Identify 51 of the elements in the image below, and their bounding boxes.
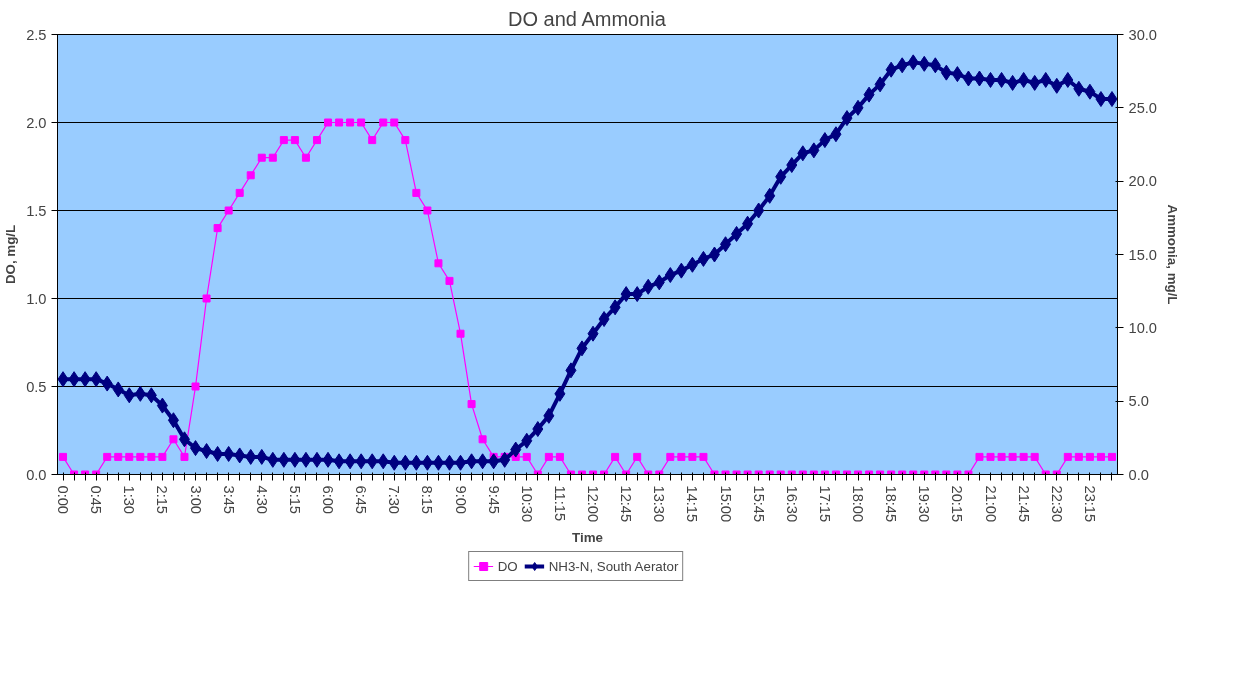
x-tick-label: 5:15 [286, 485, 303, 515]
x-tick-label: 16:30 [783, 485, 800, 523]
x-tick-label: 4:30 [253, 485, 270, 515]
y2-tick-label: 15.0 [1128, 246, 1158, 263]
x-axis-title: Time [572, 530, 603, 546]
x-tick-label: 10:30 [518, 485, 535, 523]
y2-tick-label: 25.0 [1128, 99, 1158, 116]
x-tick-label: 15:45 [750, 485, 767, 523]
x-tick-label: 13:30 [651, 485, 668, 523]
x-tick-label: 8:15 [419, 485, 436, 515]
y2-axis-title: Ammonia, mg/L [1165, 204, 1181, 305]
y2-tick-label: 30.0 [1128, 26, 1158, 43]
x-tick-label: 11:15 [551, 485, 568, 522]
x-tick-label: 20:15 [949, 485, 966, 523]
legend-label: DO [497, 558, 518, 574]
x-tick-label: 19:30 [916, 485, 933, 523]
y2-tick-label: 10.0 [1128, 319, 1158, 336]
x-tick-label: 22:30 [1048, 485, 1065, 523]
y-tick-label: 1.5 [26, 202, 47, 219]
x-tick-label: 12:45 [618, 485, 635, 523]
y-axis-title: DO, mg/L [3, 224, 19, 285]
x-tick-label: 15:00 [717, 485, 734, 523]
x-tick-label: 0:00 [55, 485, 72, 515]
x-tick-label: 9:00 [452, 485, 469, 515]
x-tick-label: 6:45 [353, 485, 370, 515]
x-tick-label: 18:45 [883, 485, 900, 523]
x-tick-label: 9:45 [485, 485, 502, 515]
x-tick-label: 12:00 [585, 485, 602, 523]
y-tick-label: 0.5 [26, 378, 47, 395]
y2-tick-label: 5.0 [1128, 393, 1149, 410]
x-tick-label: 3:45 [220, 485, 237, 515]
x-tick-label: 1:30 [121, 485, 138, 515]
legend-label: NH3-N, South Aerator [548, 558, 679, 574]
y-tick-label: 1.0 [26, 290, 47, 307]
x-tick-label: 21:45 [1015, 485, 1032, 523]
y2-tick-label: 20.0 [1128, 173, 1158, 190]
x-tick-label: 23:15 [1081, 485, 1098, 523]
x-tick-label: 7:30 [386, 485, 403, 515]
x-tick-label: 0:45 [88, 485, 105, 515]
x-tick-label: 6:00 [320, 485, 337, 515]
y-tick-label: 2.5 [26, 26, 47, 43]
x-tick-label: 3:00 [187, 485, 204, 515]
x-tick-label: 18:00 [850, 485, 867, 523]
x-tick-label: 2:15 [154, 485, 171, 515]
x-tick-label: 14:15 [684, 485, 701, 523]
y2-tick-label: 0.0 [1128, 466, 1149, 483]
chart-title: DO and Ammonia [508, 7, 667, 30]
y-tick-label: 0.0 [26, 466, 47, 483]
y-tick-label: 2.0 [26, 114, 47, 131]
x-tick-label: 21:00 [982, 485, 999, 523]
x-tick-label: 17:15 [816, 485, 833, 523]
